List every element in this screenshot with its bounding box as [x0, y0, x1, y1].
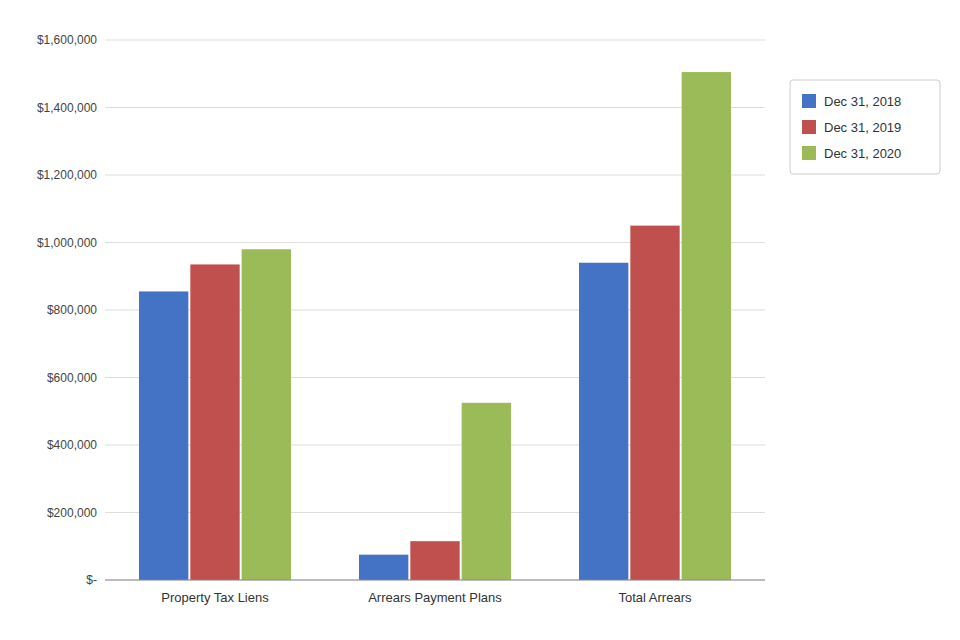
- legend-swatch: [802, 120, 816, 134]
- legend-label: Dec 31, 2019: [824, 120, 901, 135]
- bar: [242, 249, 291, 580]
- bar: [190, 264, 239, 580]
- x-tick-label: Property Tax Liens: [161, 590, 269, 605]
- grid-line: [105, 107, 765, 108]
- x-axis: Property Tax Liens Arrears Payment Plans T…: [105, 580, 765, 605]
- y-tick-label: $600,000: [47, 371, 97, 385]
- grid-line: [105, 175, 765, 176]
- bar: [359, 555, 408, 580]
- bar: [579, 263, 628, 580]
- background: [0, 0, 960, 640]
- legend-frame: [790, 80, 940, 174]
- y-tick-label: $1,600,000: [37, 33, 97, 47]
- y-tick-label: $200,000: [47, 506, 97, 520]
- y-tick-label: $1,200,000: [37, 168, 97, 182]
- legend-label: Dec 31, 2020: [824, 146, 901, 161]
- bars: [139, 72, 731, 580]
- y-tick-label: $1,400,000: [37, 101, 97, 115]
- legend-label: Dec 31, 2018: [824, 94, 901, 109]
- legend: Dec 31, 2018 Dec 31, 2019 Dec 31, 2020: [790, 80, 940, 174]
- y-tick-label: $-: [86, 573, 97, 587]
- x-tick-label: Arrears Payment Plans: [368, 590, 502, 605]
- y-tick-label: $400,000: [47, 438, 97, 452]
- y-axis: $- $200,000 $400,000 $600,000 $800,000 $1,000…: [37, 33, 765, 587]
- legend-swatch: [802, 94, 816, 108]
- bar: [410, 541, 459, 580]
- bar: [630, 226, 679, 580]
- bar: [462, 403, 511, 580]
- page: {"chart_data": {"type": "bar", "categori…: [0, 0, 960, 640]
- bar: [682, 72, 731, 580]
- y-tick-label: $1,000,000: [37, 236, 97, 250]
- y-tick-label: $800,000: [47, 303, 97, 317]
- legend-swatch: [802, 146, 816, 160]
- x-axis-line: [105, 580, 765, 581]
- grid-line: [105, 580, 765, 581]
- chart: $- $200,000 $400,000 $600,000 $800,000 $1,000…: [0, 0, 960, 640]
- bar: [139, 291, 188, 580]
- x-tick-label: Total Arrears: [619, 590, 692, 605]
- grid-line: [105, 40, 765, 41]
